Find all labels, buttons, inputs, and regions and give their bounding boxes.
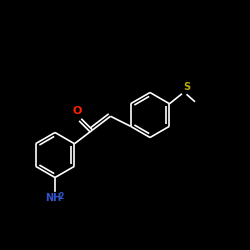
- Text: NH: NH: [46, 193, 62, 203]
- Text: 2: 2: [58, 192, 64, 201]
- Text: O: O: [72, 106, 82, 116]
- Text: S: S: [183, 82, 190, 92]
